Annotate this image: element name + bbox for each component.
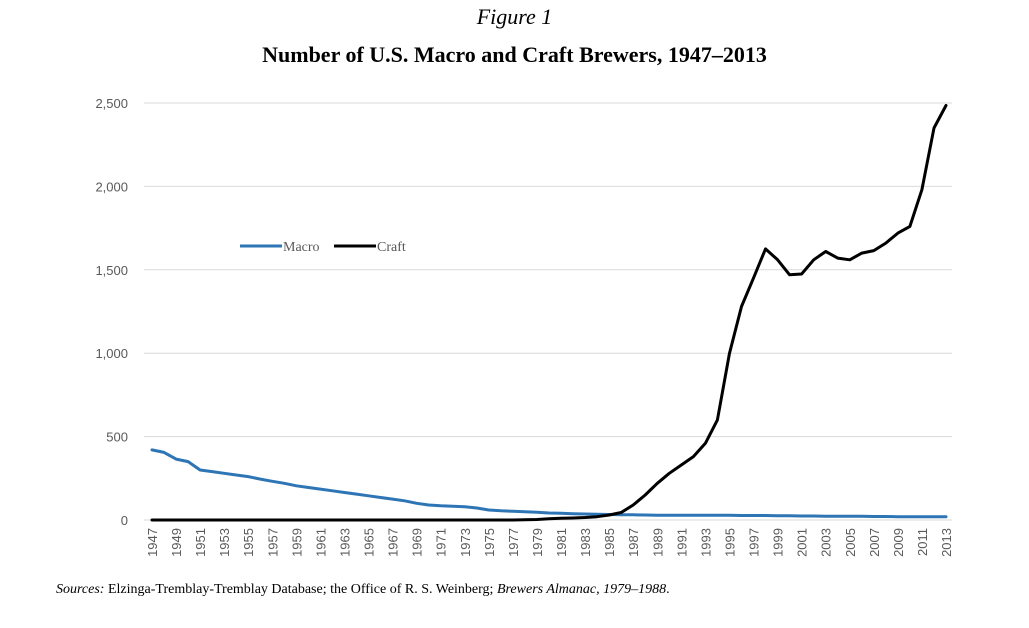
x-tick-label: 2007 xyxy=(867,528,882,557)
x-tick-label: 1951 xyxy=(193,528,208,557)
x-tick-label: 1979 xyxy=(530,528,545,557)
legend-label-craft: Craft xyxy=(377,240,406,255)
x-tick-label: 2013 xyxy=(939,528,954,557)
series-lines xyxy=(150,104,948,522)
x-tick-label: 1987 xyxy=(626,528,641,557)
x-tick-label: 1971 xyxy=(434,528,449,557)
y-axis-ticks: 0 500 1,000 1,500 2,000 2,500 xyxy=(95,96,128,528)
legend-label-macro: Macro xyxy=(283,240,320,255)
figure-label: Figure 1 xyxy=(476,4,553,29)
x-tick-label: 1989 xyxy=(650,528,665,557)
x-tick-label: 1985 xyxy=(602,528,617,557)
sources-label: Sources: xyxy=(56,582,105,597)
x-tick-label: 1973 xyxy=(458,528,473,557)
x-tick-label: 1965 xyxy=(362,528,377,557)
sources-text: Elzinga-Tremblay-Tremblay Database; the … xyxy=(104,582,497,597)
x-tick-label: 1977 xyxy=(506,528,521,557)
x-tick-label: 1993 xyxy=(698,528,713,557)
x-tick-label: 2003 xyxy=(819,528,834,557)
x-tick-label: 1991 xyxy=(674,528,689,557)
sources-italic: Brewers Almanac, 1979–1988 xyxy=(496,582,667,597)
x-tick-label: 2009 xyxy=(891,528,906,557)
y-tick-label: 500 xyxy=(106,430,128,445)
x-tick-label: 1957 xyxy=(265,528,280,557)
x-tick-label: 1967 xyxy=(386,528,401,557)
x-tick-label: 2005 xyxy=(843,528,858,557)
series-line-craft xyxy=(150,104,948,522)
y-tick-label: 2,000 xyxy=(95,179,128,194)
x-tick-label: 2011 xyxy=(915,528,930,556)
x-tick-label: 1955 xyxy=(241,528,256,557)
y-tick-label: 0 xyxy=(121,513,128,528)
chart-title: Number of U.S. Macro and Craft Brewers, … xyxy=(262,42,767,67)
x-tick-label: 1981 xyxy=(554,528,569,557)
x-tick-label: 1995 xyxy=(722,528,737,557)
x-tick-label: 1983 xyxy=(578,528,593,557)
x-tick-label: 1947 xyxy=(145,528,160,557)
x-tick-label: 1969 xyxy=(410,528,425,557)
x-tick-label: 1999 xyxy=(771,528,786,557)
y-tick-label: 2,500 xyxy=(95,96,128,111)
y-tick-label: 1,500 xyxy=(95,263,128,278)
x-tick-label: 1963 xyxy=(337,528,352,557)
grid-lines xyxy=(144,102,952,521)
x-tick-label: 1953 xyxy=(217,528,232,557)
sources-end: . xyxy=(666,582,670,597)
x-tick-label: 1961 xyxy=(313,528,328,557)
x-tick-label: 2001 xyxy=(795,528,810,557)
x-tick-label: 1997 xyxy=(747,528,762,557)
series-line-macro xyxy=(150,448,948,519)
sources-note: Sources: Elzinga-Tremblay-Tremblay Datab… xyxy=(56,582,670,598)
x-tick-label: 1975 xyxy=(482,528,497,557)
y-tick-label: 1,000 xyxy=(95,346,128,361)
x-axis-ticks: 1947 1949 1951 1953 1955 1957 1959 1961 1963 1965… xyxy=(145,528,954,557)
x-tick-label: 1949 xyxy=(169,528,184,557)
x-tick-label: 1959 xyxy=(289,528,304,557)
legend: Macro Craft xyxy=(240,240,406,255)
